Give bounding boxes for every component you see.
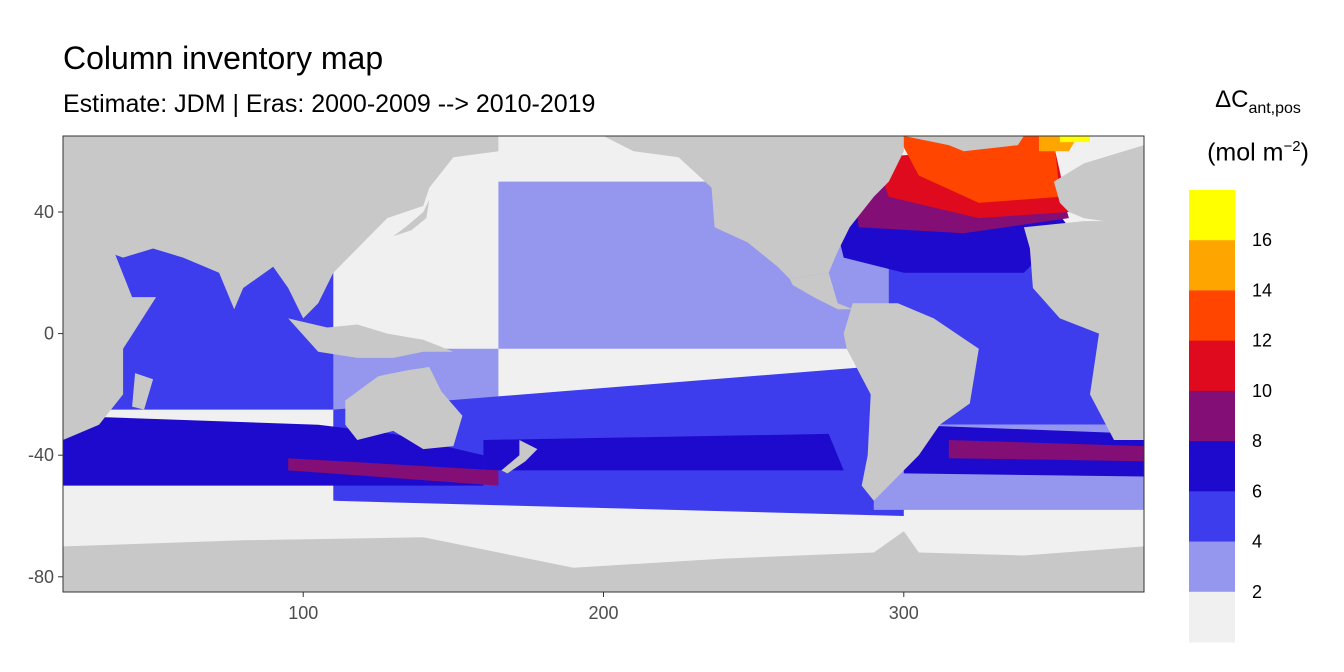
legend-label: 16 <box>1252 230 1272 250</box>
legend-swatch <box>1189 190 1235 241</box>
legend-label: 12 <box>1252 331 1272 351</box>
land-central-america <box>789 272 853 310</box>
zone-polar-max <box>1059 136 1090 143</box>
y-axis: 40 0 -40 -80 <box>28 202 63 587</box>
legend-swatch <box>1189 240 1235 291</box>
legend-label: 8 <box>1252 431 1262 451</box>
legend-swatch <box>1189 541 1235 593</box>
zone-southern-high <box>288 458 499 486</box>
y-tick-label: 0 <box>44 324 54 344</box>
land-new-zealand <box>501 440 538 474</box>
legend-swatch <box>1189 441 1235 492</box>
legend-label: 6 <box>1252 481 1262 501</box>
land-indonesia <box>288 318 454 358</box>
legend-title: ΔCant,pos (mol m−2) <box>1178 82 1338 172</box>
chart-title: Column inventory map <box>63 40 384 76</box>
legend-swatch <box>1189 390 1235 442</box>
x-tick-label: 200 <box>588 603 618 623</box>
legend-swatch <box>1189 290 1235 342</box>
land-africa <box>63 227 157 440</box>
x-tick-label: 300 <box>889 603 919 623</box>
legend-swatch <box>1189 591 1235 643</box>
land-madagascar <box>132 373 154 410</box>
legend-label: 2 <box>1252 582 1262 602</box>
legend-label: 4 <box>1252 532 1262 552</box>
legend-swatch <box>1189 340 1235 392</box>
legend-colorbar: 2 4 6 8 10 12 14 16 <box>1189 190 1272 643</box>
x-tick-label: 100 <box>288 603 318 623</box>
legend-title-unit: (mol m−2) <box>1207 137 1309 167</box>
legend-title-main: ΔCant,pos <box>1215 86 1301 117</box>
zone-indian-north <box>63 242 334 410</box>
zone-south-atlantic-core <box>948 440 1144 462</box>
legend-label: 14 <box>1252 280 1272 300</box>
x-axis: 100 200 300 <box>288 592 919 623</box>
y-tick-label: -40 <box>28 445 54 465</box>
land-north-america <box>603 136 904 279</box>
y-tick-label: 40 <box>34 202 54 222</box>
legend-swatch <box>1189 491 1235 543</box>
land-japan <box>393 199 430 237</box>
land-africa-east <box>1023 221 1144 440</box>
land-antarctica <box>63 531 1144 592</box>
land-greenland <box>903 136 1024 152</box>
land-australia <box>345 367 463 450</box>
zone-subpolar-atlantic <box>897 136 1060 203</box>
land-eurasia-east <box>63 136 499 319</box>
legend-label: 10 <box>1252 381 1272 401</box>
y-tick-label: -80 <box>28 567 54 587</box>
chart-subtitle: Estimate: JDM | Eras: 2000-2009 --> 2010… <box>63 90 596 118</box>
land-south-america <box>843 303 979 501</box>
zone-south-pacific-band <box>483 433 844 471</box>
